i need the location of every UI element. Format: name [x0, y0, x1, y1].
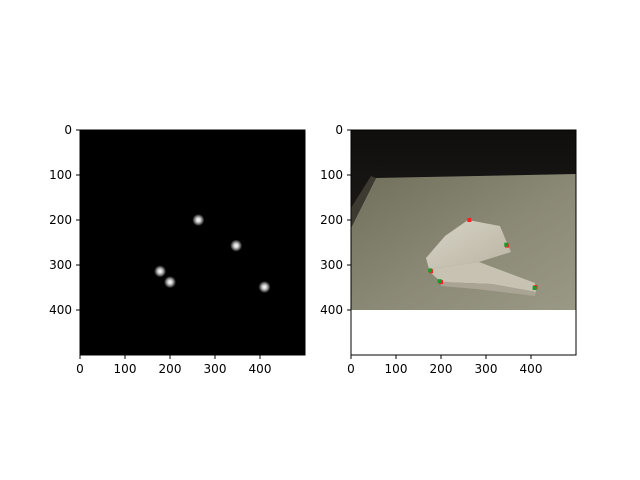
photo-axes: 0 100 200 300 400 0 100 200 300 400: [320, 123, 542, 376]
heatmap-hotspot: [164, 276, 176, 289]
keypoint-marker: [532, 285, 537, 290]
heatmap-background: [80, 130, 305, 355]
y-tick-label: 0: [64, 123, 72, 137]
y-tick-label: 200: [49, 213, 72, 227]
keypoint-marker: [437, 279, 442, 284]
x-tick-label: 100: [114, 362, 137, 376]
heatmap-frame: [79, 129, 306, 356]
keypoint-marker: [428, 268, 433, 273]
x-tick-label: 300: [475, 362, 498, 376]
photo-keypoints: [428, 218, 538, 290]
heatmap-hotspot: [192, 214, 205, 226]
photo-cloth-fold: [429, 262, 536, 292]
photo-cloth-lower: [441, 282, 536, 296]
y-tick-label: 0: [335, 123, 343, 137]
y-tick-label: 100: [49, 168, 72, 182]
y-tick-label: 300: [49, 258, 72, 272]
photo-table-edge: [351, 176, 376, 228]
x-tick-label: 100: [385, 362, 408, 376]
x-tick-label: 400: [520, 362, 543, 376]
heatmap-panel: 0 100 200 300 400 0 100 200 300 400: [49, 123, 306, 376]
heatmap-axes: 0 100 200 300 400 0 100 200 300 400: [49, 123, 271, 376]
x-tick-label: 0: [347, 362, 355, 376]
x-tick-label: 400: [249, 362, 272, 376]
keypoint-marker: [467, 218, 472, 222]
keypoint-marker: [504, 242, 509, 247]
y-tick-label: 200: [320, 213, 343, 227]
heatmap-hotspot: [258, 281, 271, 294]
x-tick-label: 200: [430, 362, 453, 376]
photo-image: [351, 130, 576, 310]
photo-panel: 0 100 200 300 400 0 100 200 300 400: [320, 123, 577, 376]
photo-frame: [350, 129, 577, 356]
heatmap-hotspot: [154, 265, 167, 278]
x-tick-label: 200: [159, 362, 182, 376]
y-tick-label: 100: [320, 168, 343, 182]
heatmap-hotspots: [154, 214, 271, 294]
heatmap-hotspot: [230, 239, 243, 252]
y-tick-label: 400: [49, 303, 72, 317]
x-tick-label: 0: [76, 362, 84, 376]
x-tick-label: 300: [204, 362, 227, 376]
y-tick-label: 400: [320, 303, 343, 317]
y-tick-label: 300: [320, 258, 343, 272]
photo-cloth-top: [426, 220, 511, 269]
